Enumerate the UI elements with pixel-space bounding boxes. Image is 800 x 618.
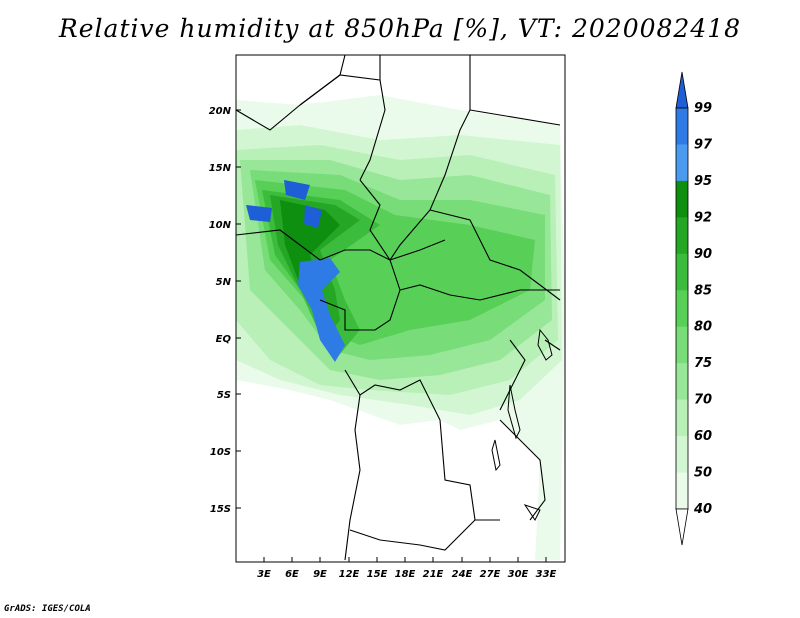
colorbar-segment <box>676 144 688 182</box>
colorbar-segment <box>676 326 688 364</box>
lat-label: 15S <box>210 504 231 515</box>
colorbar-label: 99 <box>694 101 712 116</box>
credit-text: GrADS: IGES/COLA <box>4 604 91 614</box>
colorbar-label: 70 <box>694 393 712 408</box>
lon-label: 12E <box>339 569 360 580</box>
colorbar-segment <box>676 472 688 510</box>
lakes <box>491 328 553 521</box>
colorbar-label: 80 <box>694 320 712 335</box>
colorbar-label: 60 <box>694 429 712 444</box>
colorbar-label: 75 <box>694 356 712 371</box>
colorbar-segment <box>676 253 688 291</box>
lon-label: 33E <box>536 569 557 580</box>
colorbar: 99 97 95 92 90 85 80 75 70 60 50 40 <box>675 71 713 546</box>
lon-label: 18E <box>395 569 416 580</box>
lon-label: 27E <box>480 569 501 580</box>
colorbar-segment <box>676 180 688 218</box>
lon-label: 6E <box>285 569 299 580</box>
colorbar-segment <box>676 436 688 473</box>
colorbar-label: 50 <box>694 466 712 481</box>
lat-label: 15N <box>209 163 232 174</box>
colorbar-label: 85 <box>694 283 712 298</box>
lon-label: 15E <box>367 569 388 580</box>
colorbar-segment <box>676 290 688 328</box>
lat-label: 10N <box>209 220 232 231</box>
colorbar-arrow-bottom <box>675 508 689 546</box>
colorbar-segment <box>676 108 688 145</box>
rh-band-97 <box>246 180 322 228</box>
country-boundaries <box>235 54 561 561</box>
humidity-field <box>236 95 565 560</box>
lat-label: 20N <box>209 106 232 117</box>
lon-tick-marks <box>263 557 547 562</box>
lat-labels: 20N 15N 10N 5N EQ 5S 10S 15S <box>209 106 232 515</box>
colorbar-arrow-top <box>675 71 689 109</box>
lon-label: 30E <box>508 569 529 580</box>
rh-band-95 <box>298 258 345 362</box>
lat-label: 5S <box>217 390 231 401</box>
map-border <box>235 54 566 563</box>
lon-label: 9E <box>313 569 327 580</box>
map-frame <box>235 54 566 563</box>
colorbar-label: 90 <box>694 247 712 262</box>
colorbar-segment <box>676 363 688 400</box>
colorbar-segment <box>676 399 688 437</box>
colorbar-label: 40 <box>693 502 712 517</box>
lat-tick-marks <box>236 109 241 509</box>
lon-label: 21E <box>423 569 444 580</box>
colorbar-label: 95 <box>694 174 712 189</box>
lat-label: 5N <box>216 277 232 288</box>
colorbar-label: 97 <box>694 137 713 152</box>
lon-label: 3E <box>257 569 271 580</box>
lat-label: 10S <box>210 447 231 458</box>
lat-label: EQ <box>216 334 232 345</box>
colorbar-segment <box>676 217 688 255</box>
colorbar-label: 92 <box>694 210 712 225</box>
lon-label: 24E <box>452 569 473 580</box>
lon-labels: 3E 6E 9E 12E 15E 18E 21E 24E 27E 30E 33E <box>257 569 556 580</box>
map-title: Relative humidity at 850hPa [%], VT: 202… <box>58 14 742 43</box>
